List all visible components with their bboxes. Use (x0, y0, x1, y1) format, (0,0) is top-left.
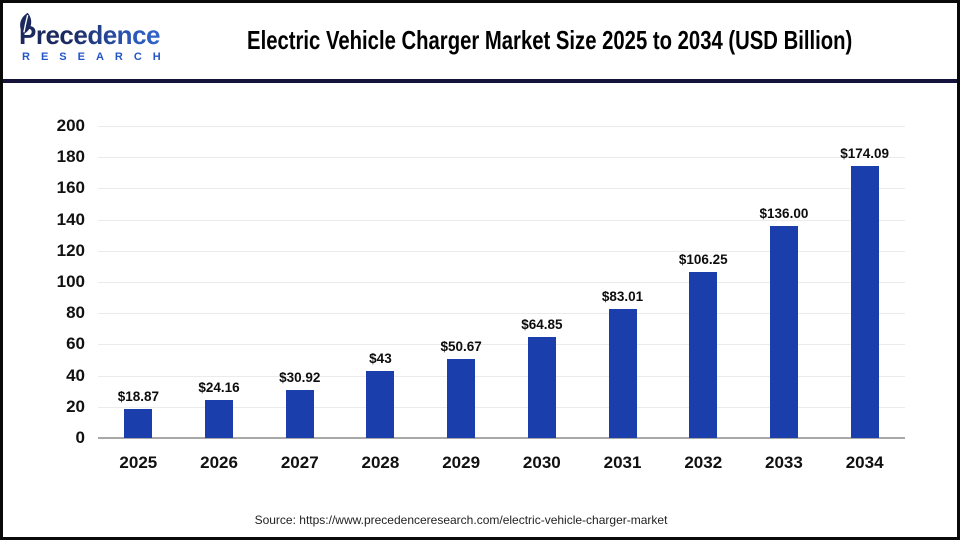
x-axis: 2025 2026 2027 2028 2029 2030 2031 2032 2033 2034 (98, 452, 905, 476)
bar-value-label: $174.09 (840, 146, 890, 162)
bar-group: $43 (325, 351, 435, 438)
y-axis-tick-label: 0 (75, 428, 85, 447)
x-axis-label: 2025 (119, 453, 158, 472)
plot-area: $18.87 $24.16 $30.92 $43 $50.67 $64.85 $83.01 $… (98, 126, 905, 439)
bar (205, 400, 234, 438)
gridline (98, 157, 905, 159)
brand-name: Precedence (19, 20, 189, 50)
bar (608, 308, 637, 438)
gridline (98, 282, 905, 283)
y-axis-tick-label: 100 (56, 272, 85, 291)
leaf-icon (20, 12, 32, 35)
gridline (98, 406, 905, 408)
x-axis-label: 2026 (200, 453, 238, 472)
x-axis-label: 2030 (522, 453, 561, 472)
bar-group: $24.16 (164, 380, 274, 438)
source-text: Source: https://www.precedenceresearch.c… (254, 513, 668, 527)
x-axis-label: 2034 (845, 453, 884, 472)
gridline (98, 188, 905, 190)
bar (366, 370, 395, 438)
bar (285, 389, 314, 438)
bar (850, 166, 879, 438)
bar (689, 272, 718, 438)
gridline (98, 219, 905, 221)
bar (769, 225, 798, 438)
x-axis-label: 2031 (603, 453, 642, 472)
brand-logo: Precedence RESEARCH (19, 12, 189, 63)
bar-value-label: $106.25 (678, 252, 728, 268)
header-divider (3, 79, 957, 83)
bar-group: $174.09 (810, 146, 920, 438)
gridline (98, 250, 905, 252)
x-axis-label: 2032 (684, 453, 723, 472)
y-axis-tick-label: 160 (56, 178, 85, 198)
y-axis-tick-label: 140 (56, 209, 85, 229)
bar-group: $64.85 (487, 317, 597, 438)
bar-value-label: $83.01 (601, 288, 644, 304)
bar (124, 408, 153, 438)
bar-group: $50.67 (406, 339, 516, 438)
bar-value-label: $50.67 (440, 339, 482, 354)
gridline (98, 344, 905, 346)
y-axis-tick-label: 80 (66, 303, 85, 323)
x-axis-label: 2029 (442, 453, 481, 472)
gridline (98, 313, 905, 315)
y-axis-tick-label: 200 (56, 116, 85, 135)
bar-value-label: $24.16 (198, 380, 240, 396)
bar-value-label: $30.92 (279, 369, 321, 385)
x-axis-label: 2027 (280, 453, 319, 472)
bar-value-label: $64.85 (521, 316, 563, 332)
chart-title: Electric Vehicle Charger Market Size 202… (247, 25, 853, 55)
x-axis-label: 2028 (361, 453, 400, 472)
y-axis-tick-label: 40 (66, 365, 85, 385)
bar-group: $18.87 (83, 389, 193, 438)
gridline (98, 126, 905, 127)
y-axis-tick-label: 60 (66, 334, 85, 354)
bar-value-label: $43 (369, 350, 392, 366)
brand-subtitle: RESEARCH (22, 51, 172, 63)
y-axis-tick-label: 120 (56, 240, 85, 260)
bar (447, 359, 476, 438)
bar-value-label: $18.87 (117, 388, 159, 404)
y-axis-tick-label: 180 (56, 147, 85, 167)
gridline (98, 375, 905, 377)
bar-group: $83.01 (568, 288, 678, 438)
bar-group: $136.00 (729, 206, 839, 438)
bar-group: $106.25 (648, 252, 758, 438)
x-axis-label: 2033 (765, 453, 803, 472)
bar-value-label: $136.00 (759, 205, 809, 221)
x-axis-line (98, 437, 905, 439)
bar-group: $30.92 (245, 370, 355, 438)
bar (527, 336, 556, 438)
y-axis-tick-label: 20 (66, 396, 85, 416)
